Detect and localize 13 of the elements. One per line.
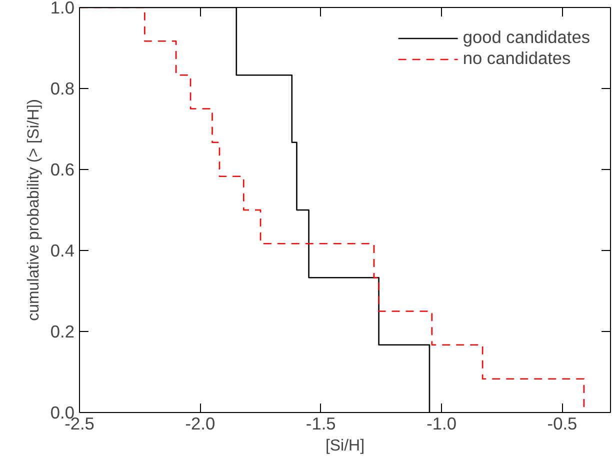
y-tick-label: 0.4 — [50, 240, 75, 260]
x-tick-label: -0.5 — [547, 414, 578, 434]
x-axis-title: [Si/H] — [325, 438, 365, 454]
x-tick-label: -1.0 — [426, 414, 456, 434]
y-tick-label: 0.2 — [50, 322, 75, 342]
legend-label: no candidates — [462, 48, 571, 69]
y-axis-title: cumulative probability (> [Si/H]) — [25, 99, 42, 321]
x-tick-label: -2.0 — [185, 414, 216, 434]
y-tick-label: 0.6 — [50, 160, 75, 180]
y-tick-label: 1.0 — [50, 0, 75, 18]
legend-label: good candidates — [462, 27, 590, 48]
y-tick-label: 0.8 — [50, 78, 75, 98]
x-tick-label: -1.5 — [306, 414, 336, 434]
